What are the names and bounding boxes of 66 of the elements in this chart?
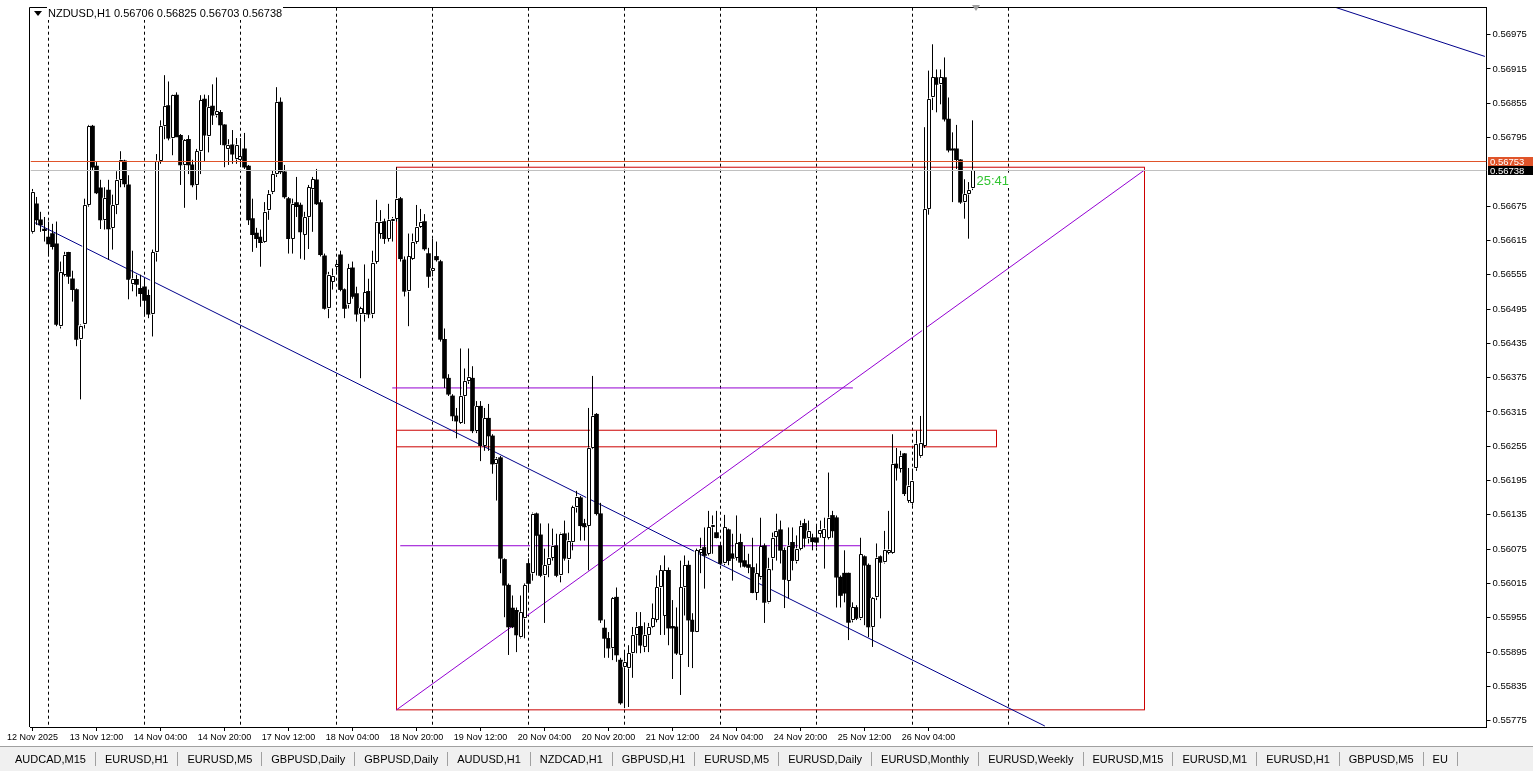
x-tick-label: 24 Nov 04:00 <box>709 731 764 742</box>
text: AUDCAD,M15 <box>6 752 96 766</box>
text: EURUSD,M15 <box>1083 752 1174 766</box>
ref-line-label: 0.56753 <box>1490 155 1525 167</box>
text: EURUSD,H1 <box>1257 752 1340 766</box>
x-tick-label: 25 Nov 12:00 <box>837 731 892 742</box>
y-tick-label: 0.56375 <box>1492 371 1527 383</box>
text: EURUSD,Daily <box>779 752 873 766</box>
text: EURUSD,M5 <box>695 752 780 766</box>
x-tick-label: 18 Nov 04:00 <box>325 731 380 742</box>
candlestick <box>102 186 107 231</box>
y-tick-label: 0.56915 <box>1492 62 1527 74</box>
candlestick <box>386 203 391 243</box>
x-tick-label: 17 Nov 12:00 <box>261 731 316 742</box>
candlestick <box>602 619 607 659</box>
chart-title: NZDUSD,H1 0.56706 0.56825 0.56703 0.56738 <box>47 7 284 20</box>
candlestick <box>610 596 615 661</box>
y-tick-label: 0.56675 <box>1492 199 1527 211</box>
text: GBPUSD,M5 <box>1339 752 1424 766</box>
y-tick-label: 0.56555 <box>1492 268 1527 280</box>
candlestick <box>890 433 895 555</box>
candlestick <box>662 554 667 636</box>
x-tick-label: 13 Nov 12:00 <box>69 731 124 742</box>
text: GBPUSD,Daily <box>355 752 449 766</box>
x-tick-label: 24 Nov 20:00 <box>773 731 828 742</box>
y-tick-label: 0.56795 <box>1492 131 1527 143</box>
y-tick-label: 0.56615 <box>1492 234 1527 246</box>
text: EURUSD,M1 <box>1173 752 1258 766</box>
text: GBPUSD,Daily <box>262 752 356 766</box>
text: NZDCAD,H1 <box>530 752 613 766</box>
ref-line-label: 0.56738 <box>1490 164 1525 176</box>
y-tick-label: 0.56315 <box>1492 405 1527 417</box>
text: EURUSD,M5 <box>178 752 263 766</box>
text: EURUSD,Weekly <box>979 752 1084 766</box>
x-tick-label: 12 Nov 2025 <box>6 731 59 742</box>
y-tick-label: 0.56435 <box>1492 336 1527 348</box>
text: EURUSD,H1 <box>95 752 179 766</box>
x-tick-label: 26 Nov 04:00 <box>901 731 956 742</box>
y-tick-label: 0.56195 <box>1492 474 1527 486</box>
x-tick-label: 14 Nov 04:00 <box>133 731 188 742</box>
candlestick <box>658 564 663 636</box>
x-tick-label: 20 Nov 04:00 <box>517 731 572 742</box>
text: EURUSD,Monthly <box>872 752 980 766</box>
y-tick-label: 0.56975 <box>1492 28 1527 40</box>
y-tick-label: 0.56495 <box>1492 302 1527 314</box>
y-tick-label: 0.55835 <box>1492 680 1527 692</box>
y-tick-label: 0.55955 <box>1492 611 1527 623</box>
candlestick <box>182 138 187 209</box>
candlestick <box>710 514 715 555</box>
x-tick-label: 18 Nov 20:00 <box>389 731 444 742</box>
x-tick-label: 19 Nov 12:00 <box>453 731 508 742</box>
x-tick-label: 21 Nov 12:00 <box>645 731 700 742</box>
annotation: 25:41 <box>976 172 1010 188</box>
text: EU <box>1423 752 1458 766</box>
candlestick <box>482 407 487 452</box>
y-tick-label: 0.56135 <box>1492 508 1527 520</box>
y-tick-label: 0.55775 <box>1492 714 1527 726</box>
x-tick-label: 20 Nov 20:00 <box>581 731 636 742</box>
text: AUDUSD,H1 <box>448 752 531 766</box>
y-tick-label: 0.56855 <box>1492 96 1527 108</box>
text: GBPUSD,H1 <box>612 752 696 766</box>
y-tick-label: 0.56015 <box>1492 577 1527 589</box>
y-tick-label: 0.56075 <box>1492 542 1527 554</box>
x-tick-label: 14 Nov 20:00 <box>197 731 252 742</box>
y-tick-label: 0.55895 <box>1492 645 1527 657</box>
y-tick-label: 0.56255 <box>1492 439 1527 451</box>
